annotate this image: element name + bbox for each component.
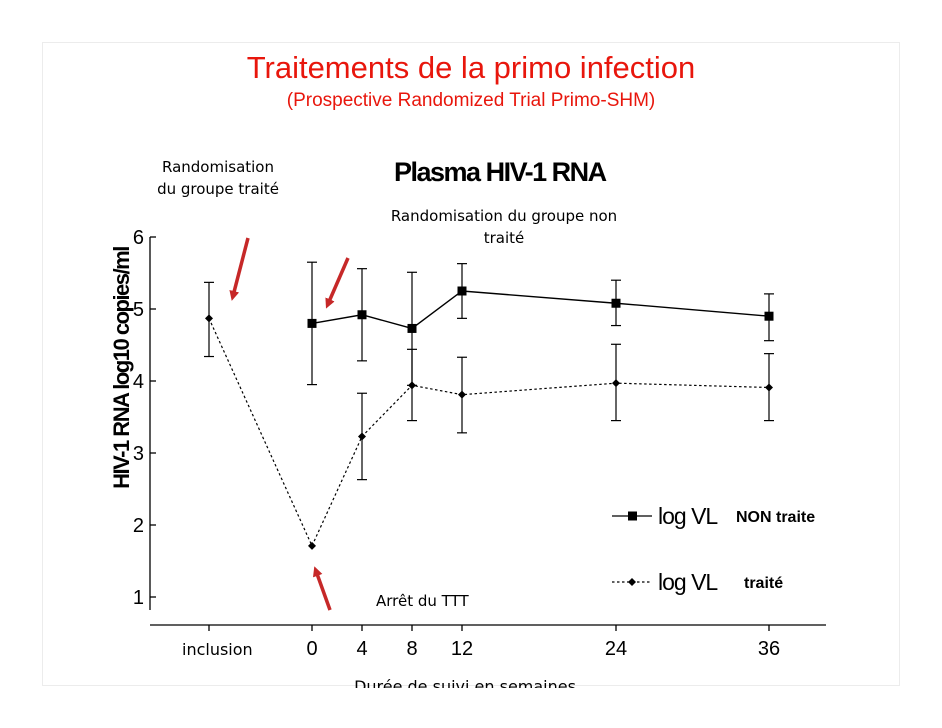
data-point-diamond [458,390,466,399]
annotation-treatment-stop: Arrêt du TTT [376,592,469,610]
x-tick-label: 0 [306,638,317,660]
series-markers [205,286,774,550]
annotation-line: Randomisation [161,158,274,176]
data-point-diamond [205,314,213,323]
arrow-icon [325,257,350,309]
arrow-icon [229,237,250,301]
legend-group-tag: traité [744,575,783,592]
annotation-line: du groupe traité [157,180,279,198]
annotation-randomisation-treated: Randomisation du groupe traité [118,156,318,200]
y-tick-label: 3 [133,443,144,465]
y-tick-label: 1 [133,587,144,609]
data-point-diamond [408,381,416,390]
legend-marker-diamond [628,578,636,586]
x-axis-label: Durée de suivi en semaines [354,677,576,688]
x-tick-label: 8 [406,638,417,660]
chart-title: Plasma HIV-1 RNA [394,157,607,187]
data-point-square [357,310,367,320]
arrow-icon [312,566,332,611]
x-tick-label: 12 [451,638,473,660]
annotation-arrows [229,237,350,611]
legend-series-name: log VL [658,569,718,595]
series-line [311,290,770,330]
y-tick-label: 5 [133,299,144,321]
annotation-line: Randomisation du groupe non [390,207,618,225]
x-tick-label: 4 [356,638,367,660]
y-tick-label: 2 [133,515,144,537]
data-point-square [764,311,774,321]
slide-subtitle: (Prospective Randomized Trial Primo-SHM) [286,90,656,111]
data-point-square [307,318,317,328]
annotation-randomisation-untreated: Randomisation du groupe non traité [348,205,660,249]
y-tick-label: 4 [133,371,144,393]
slide-title: Traitements de la primo infection [246,50,696,85]
legend: log VL NON traite log VL traité [612,503,815,595]
data-point-diamond [765,383,773,392]
x-tick-label: 36 [758,638,780,660]
data-point-square [457,286,467,296]
y-tick-label: 6 [133,227,144,249]
x-tick-label-inclusion: inclusion [182,640,253,659]
data-point-square [611,298,621,308]
annotation-line: traité [483,229,525,247]
slide-frame [42,42,900,686]
data-point-diamond [358,432,366,441]
error-bars [204,261,774,481]
legend-series-name: log VL [658,503,718,529]
data-point-diamond [308,541,316,550]
data-point-square [407,323,417,333]
legend-marker-square [628,511,637,521]
data-point-diamond [612,379,620,388]
legend-group-tag: NON traite [736,509,815,526]
x-tick-label: 24 [605,638,627,660]
